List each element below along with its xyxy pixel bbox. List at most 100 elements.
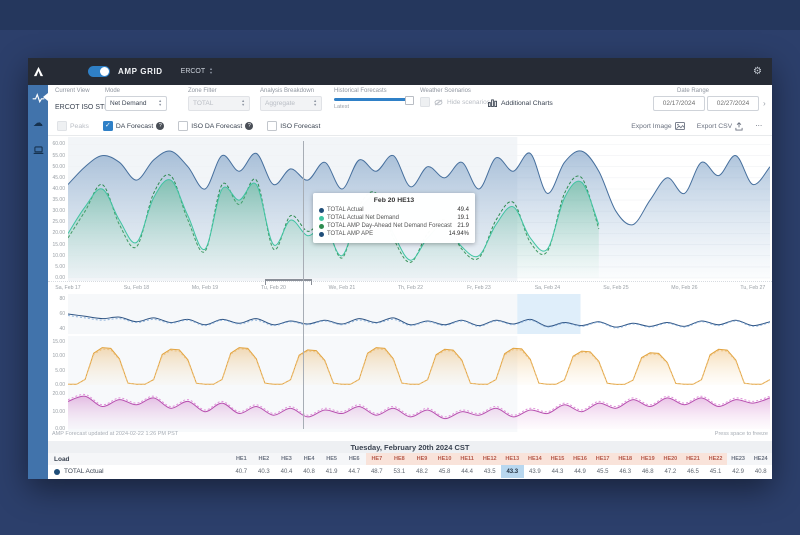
y-tick-label: 5.00 — [55, 263, 65, 270]
sidebar: ☁ — [28, 85, 48, 479]
x-axis-label: Tu, Feb 27 — [740, 285, 766, 291]
wind-plot[interactable] — [68, 388, 770, 432]
y-tick-label: 5.00 — [55, 367, 65, 374]
help-icon[interactable]: ? — [245, 122, 254, 130]
y-axis: 20.00 10.00 0.00 — [48, 388, 67, 432]
current-view-value: ERCOT ISO STF — [55, 104, 109, 111]
sidebar-item-weather[interactable]: ☁ — [28, 111, 48, 137]
more-menu-button[interactable]: ⋯ — [755, 122, 762, 130]
y-tick-label: 50.00 — [52, 163, 65, 170]
peaks-label: Peaks — [70, 122, 89, 130]
historical-forecasts-group: Historical Forecasts Latest — [334, 88, 414, 110]
y-tick-label: 80 — [59, 295, 65, 302]
table-header-cell: HE1 — [235, 456, 247, 462]
weather-scenarios-group: Weather Scenarios Hide scenarios — [420, 88, 490, 107]
table-header-cell: HE9 — [410, 453, 434, 465]
table-header-cell: HE17 — [591, 453, 614, 465]
da-forecast-option[interactable]: ✓ DA Forecast ? — [102, 121, 165, 131]
chart-footer: AMP Forecast updated at 2024-02-22 1:26 … — [48, 431, 772, 440]
series-dot-icon — [319, 215, 324, 221]
iso-forecast-checkbox[interactable] — [267, 121, 278, 131]
row-label-text: TOTAL Actual — [64, 468, 104, 475]
sidebar-item-forecasts[interactable] — [28, 85, 48, 111]
cloud-icon: ☁ — [33, 118, 43, 129]
y-tick-label: 25.00 — [52, 219, 65, 226]
historical-forecasts-slider[interactable] — [334, 95, 414, 105]
tooltip-value: 21.9 — [457, 223, 469, 229]
table-value-cell: 44.4 — [461, 468, 473, 475]
x-axis-label: Mo, Feb 26 — [671, 285, 698, 291]
x-axis-label: Tu, Feb 20 — [261, 285, 286, 291]
region-select[interactable]: ERCOT ▲ ▼ — [181, 67, 213, 75]
mode-value: Net Demand — [110, 100, 147, 107]
historical-forecasts-label: Historical Forecasts — [334, 88, 387, 94]
solar-plot[interactable] — [68, 336, 770, 388]
mode-select[interactable]: Net Demand ▲ ▼ — [105, 96, 167, 111]
da-forecast-checkbox[interactable]: ✓ — [102, 121, 113, 131]
iso-da-forecast-checkbox[interactable] — [178, 121, 189, 131]
slider-thumb[interactable] — [405, 95, 414, 105]
table-data-row: TOTAL Actual 40.7 40.3 40.4 40.8 41.9 44.7 48.… — [48, 465, 772, 478]
table-date-title: Tuesday, February 20th 2024 CST — [48, 441, 772, 453]
analysis-breakdown-label: Analysis Breakdown — [260, 88, 315, 94]
load-plot[interactable] — [68, 294, 770, 334]
weather-scenarios-label: Weather Scenarios — [420, 88, 471, 94]
sidebar-item-devices[interactable] — [28, 137, 48, 163]
table-header-cell: HE8 — [388, 453, 411, 465]
x-axis-label: Th, Feb 22 — [397, 285, 423, 291]
x-axis-label: Sa, Feb 17 — [55, 285, 81, 291]
freeze-hint-text: Press space to freeze — [714, 431, 768, 437]
table-header-cell: HE2 — [258, 456, 270, 462]
table-header-cell: HE3 — [281, 456, 292, 462]
da-forecast-label: DA Forecast — [115, 122, 154, 130]
additional-charts-button[interactable]: Additional Charts — [488, 99, 553, 107]
series-options-row: Peaks ✓ DA Forecast ? ISO DA Forecast ? — [48, 118, 772, 134]
iso-da-forecast-option[interactable]: ISO DA Forecast ? — [178, 121, 254, 131]
eye-icon — [434, 99, 443, 105]
y-tick-label: 0.00 — [55, 426, 65, 432]
help-icon[interactable]: ? — [156, 122, 165, 130]
app-title: AMP GRID — [118, 67, 163, 76]
table-value-cell: 44.7 — [348, 468, 361, 475]
zone-filter-value: TOTAL — [193, 100, 214, 107]
table-value-cell: 45.5 — [596, 468, 609, 475]
desktop-top-strip — [0, 0, 800, 30]
date-next-chevron-icon[interactable]: › — [763, 99, 766, 108]
export-actions: Export Image Export CSV ⋯ — [631, 121, 762, 131]
charts-area: 60.00 55.00 50.00 45.00 40.00 35.00 30.00 25.00… — [48, 137, 772, 433]
y-tick-label: 40 — [59, 326, 65, 333]
export-image-button[interactable]: Export Image — [631, 122, 685, 130]
settings-gear-icon[interactable]: ⚙ — [753, 66, 762, 77]
solar-chart[interactable]: 15.00 10.00 5.00 0.00 — [48, 336, 772, 388]
brush-extent[interactable] — [264, 279, 313, 285]
mode-label: Mode — [105, 88, 121, 94]
tooltip-value: 19.1 — [457, 215, 469, 221]
export-csv-button[interactable]: Export CSV — [697, 121, 744, 131]
table-value-cell: 40.8 — [303, 468, 315, 475]
load-column-header: Load — [54, 455, 70, 463]
toggle-knob — [100, 67, 109, 76]
wind-chart[interactable]: 20.00 10.00 0.00 — [48, 388, 772, 432]
series-dot-icon — [319, 207, 324, 213]
table-header-cell: HE15 — [546, 453, 569, 465]
iso-da-forecast-label: ISO DA Forecast — [191, 122, 243, 130]
row-label: TOTAL Actual — [48, 465, 230, 478]
tooltip-row: TOTAL Actual 49.4 — [319, 207, 469, 213]
x-axis-label: Mo, Feb 19 — [191, 285, 219, 291]
table-header-cell: HE7 — [365, 453, 389, 465]
theme-toggle[interactable] — [88, 66, 110, 77]
date-end-input[interactable]: 02/27/2024 — [707, 96, 759, 111]
load-chart[interactable]: 80 60 40 — [48, 294, 772, 334]
tooltip-label: TOTAL Actual Net Demand — [327, 215, 399, 221]
pulse-icon — [32, 93, 44, 103]
y-tick-label: 55.00 — [52, 152, 65, 159]
table-header-cell: HE13 — [501, 453, 524, 465]
tooltip-row: TOTAL AMP APE 14.94% — [319, 231, 469, 237]
iso-forecast-option[interactable]: ISO Forecast — [267, 121, 320, 131]
y-tick-label: 45.00 — [52, 174, 65, 181]
date-start-input[interactable]: 02/17/2024 — [653, 96, 705, 111]
table-value-cell: 53.1 — [393, 468, 406, 475]
y-tick-label: 60 — [59, 311, 65, 317]
y-tick-label: 35.00 — [52, 197, 65, 204]
chevron-updown-icon: ▲ ▼ — [209, 67, 213, 75]
